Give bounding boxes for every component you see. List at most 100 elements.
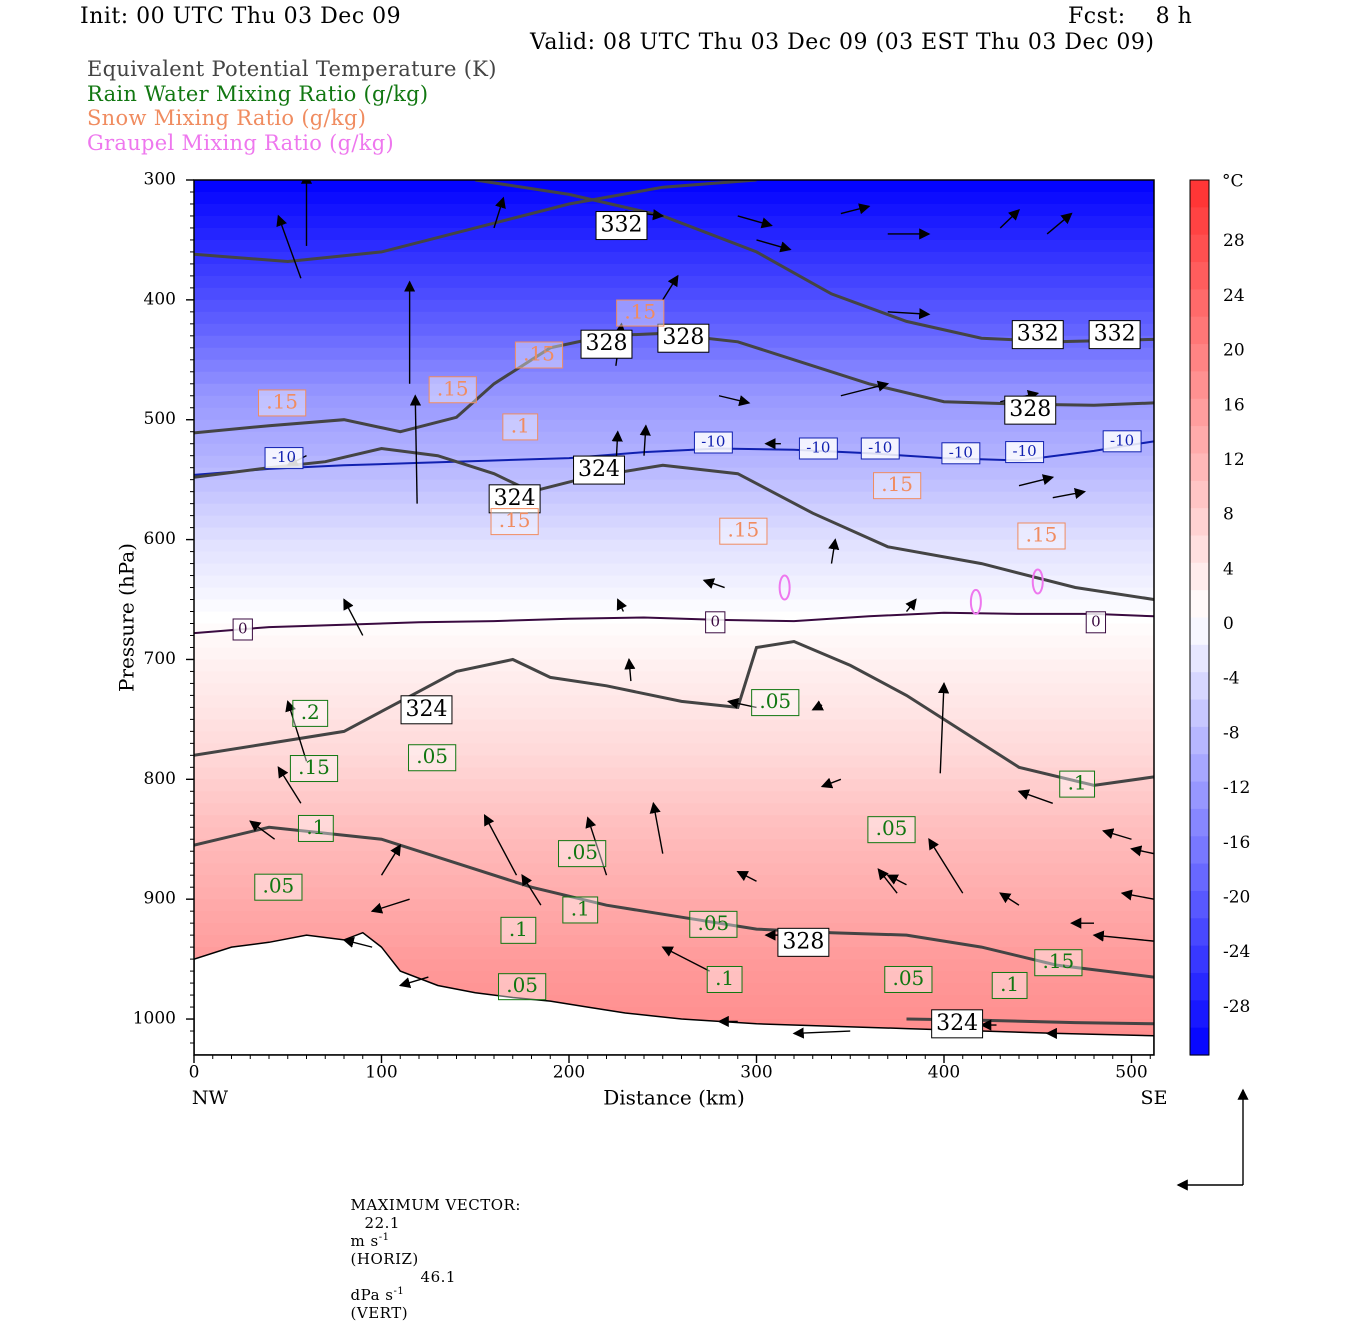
- temperature-band: [194, 263, 1154, 277]
- x-tick-label: 0: [189, 1063, 200, 1083]
- wind-vector: [877, 868, 898, 894]
- isotherm-label: 0: [238, 619, 248, 637]
- theta-e-label-box: [777, 927, 830, 957]
- rain-label: .1: [1000, 972, 1019, 996]
- max-vector-vert-value: 46.1: [420, 1268, 456, 1286]
- isotherm-label-box: [705, 611, 726, 634]
- colorbar-tick-label: 16: [1223, 395, 1245, 415]
- wind-vector: [1018, 474, 1055, 487]
- temperature-band: [194, 407, 1154, 421]
- legend-graupel: Graupel Mixing Ratio (g/kg): [87, 131, 395, 155]
- temperature-band: [194, 899, 1154, 912]
- temperature-band: [194, 671, 1154, 685]
- colorbar-band: [1190, 945, 1209, 974]
- colorbar-band: [1190, 918, 1209, 947]
- rain-label-box: [558, 840, 607, 868]
- rain-label-box: [408, 744, 457, 772]
- x-tick-label: 100: [365, 1063, 397, 1083]
- theta-e-label: 324: [578, 457, 620, 482]
- temperature-band: [194, 527, 1154, 541]
- colorbar-band: [1190, 562, 1209, 591]
- legend-snow: Snow Mixing Ratio (g/kg): [87, 106, 367, 130]
- snow-label: .15: [266, 389, 298, 413]
- theta-e-label: 324: [494, 486, 536, 511]
- temperature-band: [194, 923, 1154, 936]
- snow-label: .15: [624, 300, 656, 324]
- rain-label-box: [498, 973, 547, 1001]
- init-time: Init: 00 UTC Thu 03 Dec 09: [80, 4, 402, 29]
- rain-label: .05: [697, 911, 729, 935]
- rain-label-box: [1034, 949, 1083, 977]
- rain-label-box: [867, 816, 916, 844]
- colorbar-band: [1190, 726, 1209, 755]
- temperature-band: [194, 371, 1154, 385]
- snow-label: .1: [511, 413, 530, 437]
- colorbar-tick-label: 8: [1223, 505, 1234, 525]
- colorbar-band: [1190, 508, 1209, 537]
- theta-e-label: 328: [662, 325, 704, 350]
- isotherm-label-box: [941, 442, 981, 465]
- theta-e-label: 328: [782, 929, 824, 954]
- y-tick-label: 600: [144, 529, 176, 549]
- colorbar-band: [1190, 890, 1209, 919]
- theta-e-contour: [194, 331, 1154, 435]
- wind-vector: [999, 208, 1021, 229]
- wind-vector: [662, 274, 679, 301]
- snow-label-box: [719, 517, 768, 545]
- rain-label: .15: [298, 755, 330, 779]
- colorbar-band: [1190, 289, 1209, 318]
- colorbar-band: [1190, 836, 1209, 865]
- temperature-band: [194, 515, 1154, 529]
- wind-vector: [370, 898, 410, 914]
- isotherm-label: -10: [949, 443, 973, 461]
- y-tick-label: 700: [144, 649, 176, 669]
- wind-vector: [493, 196, 506, 229]
- temperature-band: [194, 299, 1154, 313]
- colorbar-tick-label: -28: [1223, 997, 1250, 1017]
- wind-vector: [905, 598, 917, 612]
- wind-vector: [702, 578, 725, 589]
- wind-vector: [616, 598, 627, 612]
- colorbar-tick-label: -16: [1223, 833, 1250, 853]
- isotherm-label: -10: [272, 448, 296, 466]
- isotherm-label-box: [1005, 441, 1045, 464]
- wind-vector: [585, 816, 608, 876]
- rain-label: .05: [892, 966, 924, 990]
- colorbar-tick-label: 0: [1223, 614, 1234, 634]
- colorbar-band: [1190, 535, 1209, 564]
- colorbar-tick-label: -12: [1223, 778, 1250, 798]
- rain-label-box: [689, 910, 738, 938]
- temperature-band: [194, 431, 1154, 445]
- temperature-band: [194, 539, 1154, 553]
- legend-rain: Rain Water Mixing Ratio (g/kg): [87, 82, 429, 106]
- rain-label: .05: [759, 689, 791, 713]
- rain-label: .05: [506, 973, 538, 997]
- graupel-contour: [1031, 568, 1044, 595]
- theta-e-label-box: [573, 455, 625, 485]
- wind-vector: [886, 874, 907, 886]
- temperature-band: [194, 467, 1154, 481]
- snow-label: .15: [523, 342, 555, 366]
- y-axis-title: Pressure (hPa): [115, 543, 139, 692]
- wind-vector: [380, 844, 401, 876]
- temperature-band: [194, 587, 1154, 601]
- rain-label: .05: [876, 816, 908, 840]
- x-tick-label: 500: [1115, 1063, 1147, 1083]
- colorbar-band: [1190, 754, 1209, 783]
- colorbar-tick-label: -4: [1223, 669, 1240, 689]
- snow-label-box: [616, 299, 665, 327]
- max-vector-vert-unit: dPa s: [350, 1286, 394, 1304]
- colorbar-frame: [1189, 179, 1210, 1056]
- rain-label-box: [254, 873, 303, 901]
- max-vector-horiz-tag: (HORIZ): [350, 1250, 419, 1268]
- wind-vector: [343, 598, 364, 636]
- colorbar-tick-label: 20: [1223, 341, 1245, 361]
- temperature-band: [194, 503, 1154, 517]
- isotherm-label: -10: [1013, 442, 1037, 460]
- max-vector-vert-tag: (VERT): [350, 1304, 409, 1322]
- temperature-band: [194, 479, 1154, 493]
- snow-label: .15: [1026, 522, 1058, 546]
- wind-vector: [1092, 930, 1154, 942]
- y-tick-label: 500: [144, 409, 176, 429]
- rain-label-box: [562, 896, 599, 924]
